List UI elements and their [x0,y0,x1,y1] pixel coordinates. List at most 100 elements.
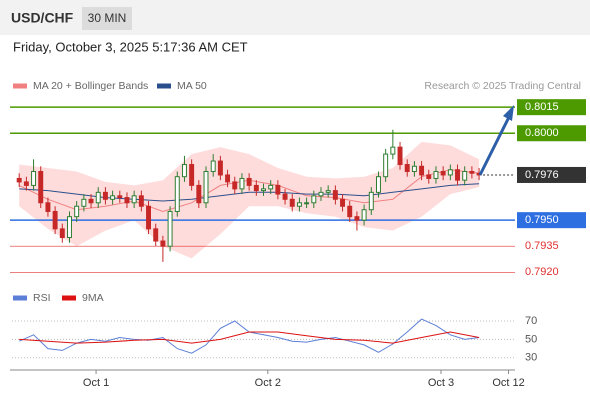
candle-body [23,181,29,186]
candle-body [189,164,195,186]
legend-label: RSI [33,292,51,304]
candle-body [311,195,317,204]
candle-body [203,170,209,204]
level-label: 0.7950 [525,214,559,226]
timeframe-badge [82,7,132,30]
candle-body [462,170,468,181]
candle-body [95,191,101,204]
bollinger-band [19,141,480,259]
level-box [517,99,586,116]
x-tick-label: Oct 2 [255,377,281,389]
candle-body [426,174,432,179]
candle-body [361,209,367,221]
candle-body [225,174,231,183]
candle-body [38,170,44,204]
x-tick-label: Oct 3 [428,377,454,389]
candle-body [455,169,460,181]
y-tick-label: 70 [525,315,537,327]
candle-body [217,160,223,176]
candle-body [167,210,173,247]
source: Research © 2025 Trading Central [424,80,581,92]
candle-body [447,169,453,176]
candle-body [282,193,288,200]
indicator-line [18,318,480,354]
candle-body [332,190,338,200]
candle-body [160,240,166,247]
candle-body [88,198,94,204]
level-box [517,166,586,183]
candle-body [59,228,65,239]
candle-body [383,153,389,178]
level-label: 0.7920 [525,266,559,278]
candle-body [74,205,80,218]
legend-label: MA 20 + Bollinger Bands [33,80,148,92]
candle-body [196,184,202,204]
candle-body [318,191,324,197]
candle-body [325,190,331,193]
y-tick-label: 50 [525,333,537,345]
candle-body [232,181,238,190]
level-box [517,125,586,142]
candle-body [67,216,72,239]
level-box [517,212,586,229]
legend-label: MA 50 [177,80,207,92]
candle-body [347,205,353,218]
x-tick-label: Oct 1 [83,377,109,389]
level-label: 0.7935 [525,240,559,252]
legend-label: 9MA [82,292,104,304]
candle-body [45,202,51,212]
candle-body [419,165,425,176]
candle-body [117,195,123,199]
candle-body [354,216,360,221]
candle-body [246,177,252,186]
candle-body [253,184,259,192]
candle-body [110,195,116,200]
level-label: 0.8000 [525,127,559,139]
candle-body [340,198,346,207]
candle-body [124,197,130,204]
candle-body [268,184,274,190]
candle-body [174,176,180,212]
candle-body [368,191,374,211]
candle-body [181,164,187,178]
candle-body [153,228,159,242]
legend-swatch [13,295,27,301]
level-label: 0.8015 [525,101,559,113]
candle-body [404,164,410,172]
candle-body [261,188,266,192]
candle-body [81,198,87,207]
candle-body [375,176,381,193]
candle-body [397,146,403,166]
candle-body [289,198,295,207]
date: Friday, October 3, 2025 5:17:36 AM CET [13,39,248,54]
forecast-arrow [478,116,511,176]
candle-body [469,170,475,174]
candle-body [440,170,446,176]
legend-swatch [13,83,27,89]
indicator-line [19,331,480,344]
candle-body [390,146,396,155]
candle-body [210,160,216,172]
candle-body [31,170,37,186]
candle-body [102,191,108,200]
symbol: USD/CHF [11,10,74,26]
candle-body [16,177,22,183]
forecast-arrowhead [503,105,514,121]
timeframe: 30 MIN [88,11,127,25]
candle-body [411,165,417,172]
candle-body [131,195,137,204]
level-label: 0.7976 [525,169,559,181]
candle-body [146,205,152,230]
x-tick-label: Oct 12 [492,377,524,389]
candle-body [138,195,144,207]
legend-swatch [62,295,76,301]
candle-body [275,184,281,195]
candle-body [433,170,439,179]
candle-body [296,202,302,207]
candle-body [304,202,310,205]
legend-swatch [157,83,171,89]
candle-body [239,177,245,190]
y-tick-label: 30 [525,352,537,364]
candle-body [52,210,58,230]
